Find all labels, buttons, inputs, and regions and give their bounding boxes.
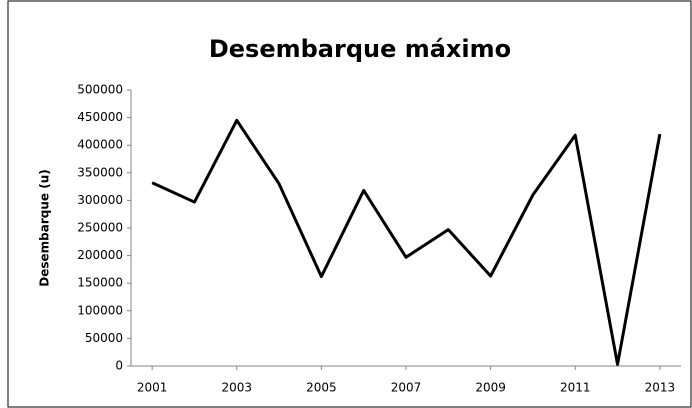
chart-title: Desembarque máximo — [209, 35, 511, 63]
y-tick-label: 300000 — [77, 193, 123, 207]
y-tick-label: 50000 — [85, 331, 123, 345]
y-tick-label: 350000 — [77, 165, 123, 179]
y-tick-label: 150000 — [77, 276, 123, 290]
y-tick-label: 450000 — [77, 110, 123, 124]
x-tick-label: 2011 — [560, 381, 591, 395]
y-tick-label: 400000 — [77, 138, 123, 152]
y-tick-label: 250000 — [77, 221, 123, 235]
x-tick-label: 2013 — [645, 381, 676, 395]
data-line — [151, 118, 662, 366]
x-tick-label: 2009 — [475, 381, 506, 395]
x-tick-label: 2005 — [306, 381, 337, 395]
y-axis-title: Desembarque (u) — [38, 169, 52, 286]
x-tick-label: 2001 — [137, 381, 168, 395]
x-tick-label: 2007 — [391, 381, 422, 395]
y-tick-label: 200000 — [77, 248, 123, 262]
x-tick-label: 2003 — [221, 381, 252, 395]
y-tick-label: 0 — [115, 359, 123, 373]
y-tick-label: 500000 — [77, 83, 123, 97]
y-tick-label: 100000 — [77, 303, 123, 317]
chart-frame — [7, 0, 692, 408]
